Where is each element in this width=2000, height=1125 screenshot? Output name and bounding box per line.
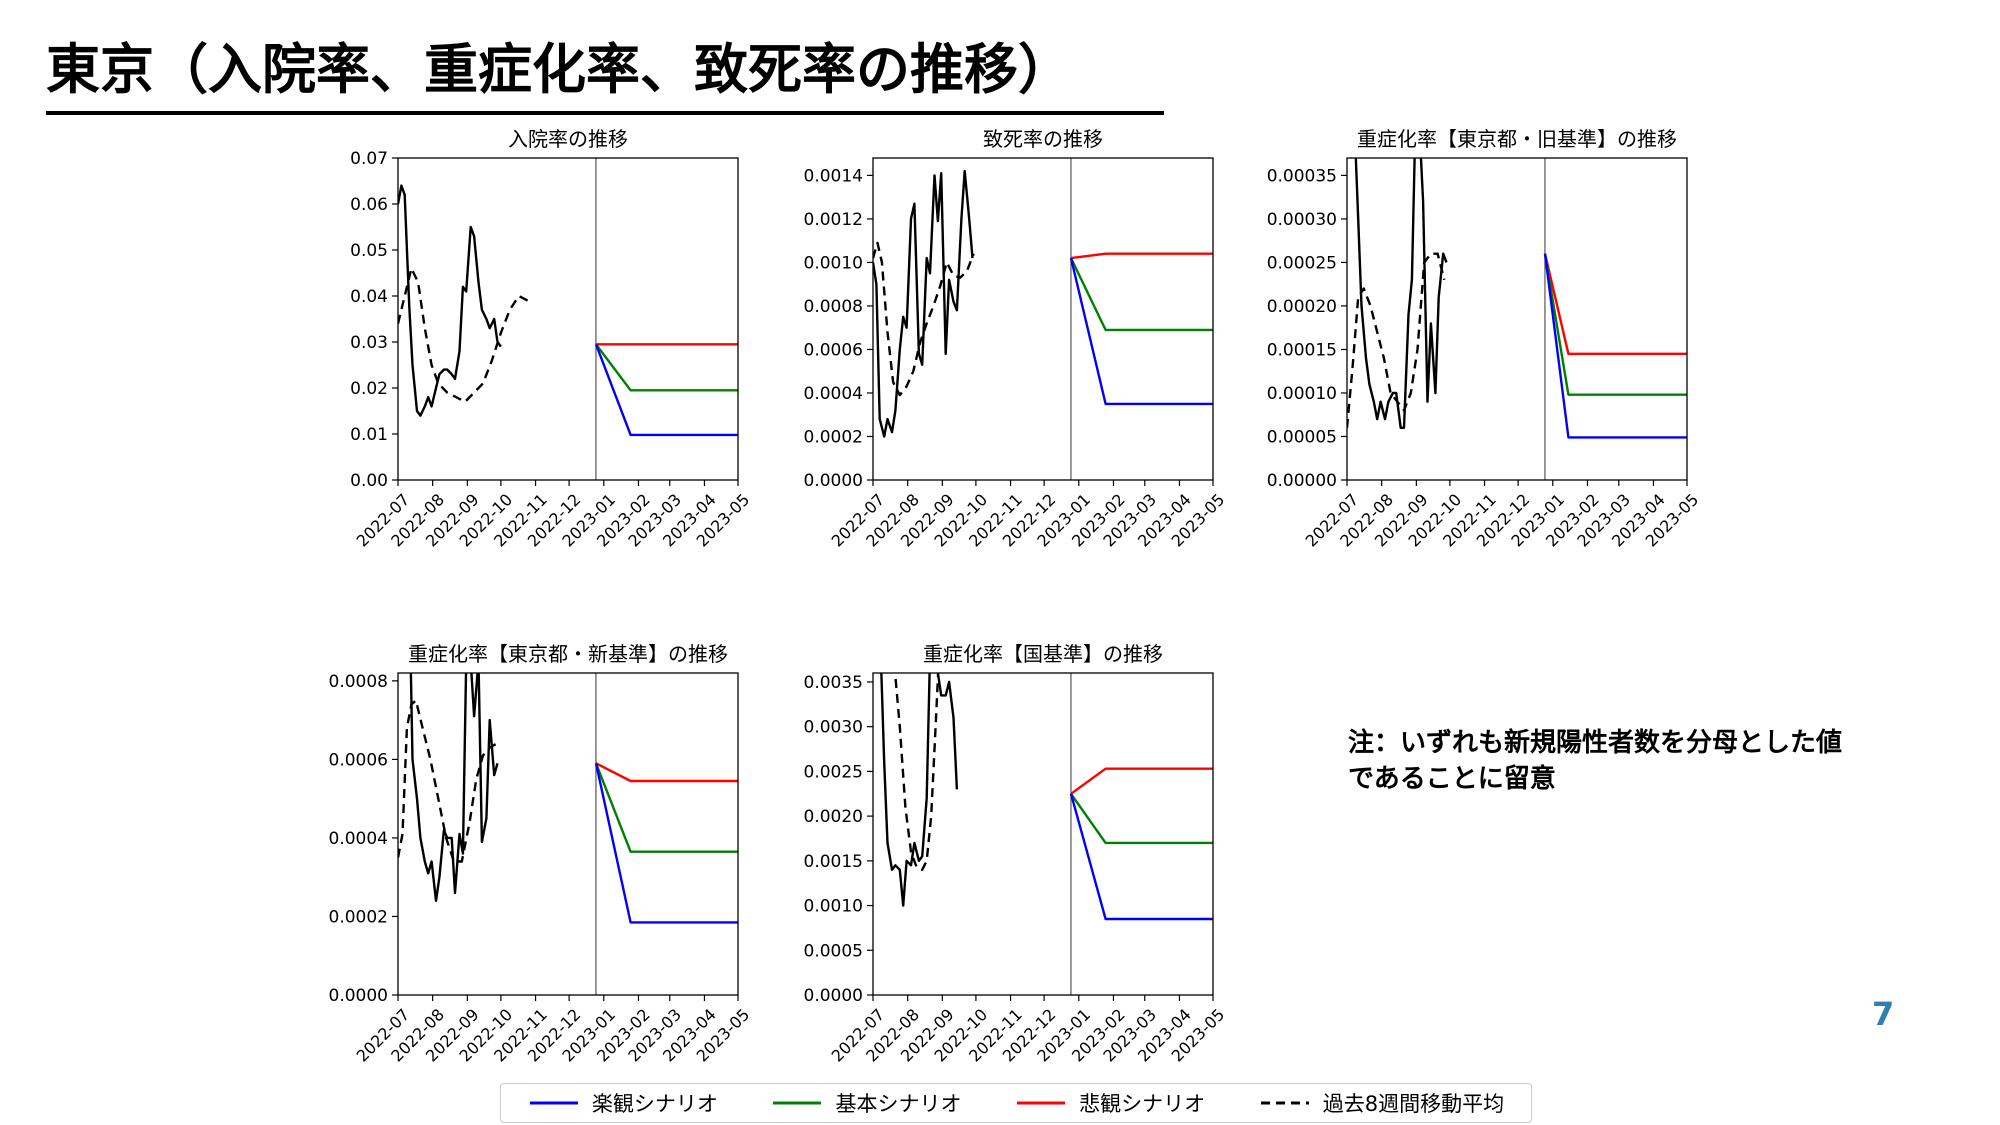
series-moving-avg bbox=[398, 267, 529, 403]
legend-item-moving-avg: 過去8週間移動平均 bbox=[1259, 1088, 1504, 1118]
legend-swatch-base bbox=[773, 1101, 822, 1105]
plot-frame bbox=[872, 157, 1214, 481]
y-tick-label: 0.06 bbox=[350, 195, 388, 215]
y-tick-label: 0.0002 bbox=[804, 427, 863, 447]
y-tick-label: 0.03 bbox=[350, 333, 388, 353]
y-tick-label: 0.0015 bbox=[804, 852, 863, 872]
chart-3: 重症化率【東京都・旧基準】の推移 0.00000 0.00005 0.00010 0.0… bbox=[1267, 127, 1703, 551]
y-tick-label: 0.02 bbox=[350, 379, 388, 399]
chart-1: 入院率の推移0.000.010.020.030.040.050.060.0720… bbox=[350, 127, 753, 551]
series-optimistic bbox=[594, 343, 738, 437]
plot-frame bbox=[872, 672, 1214, 996]
note-line-2: であることに留意 bbox=[1348, 764, 1556, 794]
y-tick-label: 0.07 bbox=[350, 149, 388, 169]
series-base bbox=[1543, 253, 1687, 396]
y-tick-label: 0.0006 bbox=[804, 340, 863, 360]
series-moving-avg bbox=[398, 699, 498, 863]
chart-title: 重症化率【国基準】の推移 bbox=[923, 642, 1163, 666]
y-tick-label: 0.0004 bbox=[329, 829, 388, 849]
y-tick-label: 0.0012 bbox=[804, 210, 863, 230]
y-tick-label: 0.0035 bbox=[804, 673, 863, 693]
y-tick-label: 0.00010 bbox=[1267, 384, 1337, 404]
series-actual bbox=[398, 184, 502, 417]
legend-swatch-optimistic bbox=[529, 1101, 578, 1105]
y-tick-label: 0.00005 bbox=[1267, 427, 1337, 447]
plot-frame bbox=[1346, 157, 1688, 481]
y-tick-label: 0.01 bbox=[350, 425, 388, 445]
series-optimistic bbox=[1069, 257, 1213, 406]
legend-label-moving-avg: 過去8週間移動平均 bbox=[1322, 1092, 1505, 1116]
legend-item-pessimistic: 悲観シナリオ bbox=[1015, 1088, 1205, 1118]
slide-title: 東京（入院率、重症化率、致死率の推移） bbox=[46, 38, 1072, 101]
y-tick-label: 0.0020 bbox=[804, 807, 863, 827]
plot-frame bbox=[397, 157, 739, 481]
y-tick-label: 0.00020 bbox=[1267, 297, 1337, 317]
chart-legend: 楽観シナリオ 基本シナリオ 悲観シナリオ 過去8週間移動平均 bbox=[500, 1083, 1532, 1123]
y-tick-label: 0.0000 bbox=[329, 986, 388, 1006]
y-tick-label: 0.0002 bbox=[329, 907, 388, 927]
y-tick-label: 0.0014 bbox=[804, 166, 863, 186]
title-underline bbox=[46, 111, 1164, 115]
plot-frame bbox=[397, 672, 739, 996]
legend-swatch-moving-avg bbox=[1260, 1101, 1309, 1105]
y-tick-label: 0.0025 bbox=[804, 762, 863, 782]
y-tick-label: 0.0006 bbox=[329, 750, 388, 770]
page-number: 7 bbox=[1872, 995, 1895, 1033]
chart-5: 重症化率【国基準】の推移 0.0000 0.0005 0.0010 0.0015 0.00… bbox=[804, 642, 1229, 1066]
series-optimistic bbox=[1069, 793, 1213, 921]
series-optimistic bbox=[1543, 253, 1687, 439]
series-actual bbox=[409, 673, 499, 902]
series-actual bbox=[873, 169, 974, 438]
y-tick-label: 0.0004 bbox=[804, 384, 863, 404]
legend-label-optimistic: 楽観シナリオ bbox=[591, 1092, 718, 1116]
y-tick-label: 0.0000 bbox=[804, 986, 863, 1006]
series-pessimistic bbox=[1070, 767, 1213, 795]
y-tick-label: 0.0010 bbox=[804, 253, 863, 273]
series-base bbox=[594, 762, 738, 853]
chart-title: 重症化率【東京都・旧基準】の推移 bbox=[1357, 127, 1677, 151]
series-pessimistic bbox=[1070, 252, 1213, 260]
y-tick-label: 0.04 bbox=[350, 287, 388, 307]
note-line-1: 注：いずれも新規陽性者数を分母とした値 bbox=[1348, 728, 1843, 758]
y-tick-label: 0.00 bbox=[350, 471, 388, 491]
y-tick-label: 0.0008 bbox=[804, 297, 863, 317]
series-moving-avg bbox=[1347, 252, 1446, 428]
y-tick-label: 0.0010 bbox=[804, 897, 863, 917]
y-tick-label: 0.00035 bbox=[1267, 166, 1337, 186]
y-tick-label: 0.00000 bbox=[1267, 471, 1337, 491]
y-tick-label: 0.00025 bbox=[1267, 253, 1337, 273]
chart-title: 入院率の推移 bbox=[508, 127, 628, 151]
legend-item-base: 基本シナリオ bbox=[771, 1088, 961, 1118]
legend-label-pessimistic: 悲観シナリオ bbox=[1079, 1092, 1206, 1116]
series-base bbox=[1070, 793, 1213, 845]
series-base bbox=[1069, 257, 1213, 332]
series-moving-avg bbox=[873, 241, 975, 397]
y-tick-label: 0.0008 bbox=[329, 672, 388, 692]
chart-title: 致死率の推移 bbox=[983, 127, 1103, 151]
y-tick-label: 0.0005 bbox=[804, 941, 863, 961]
y-tick-label: 0.0030 bbox=[804, 718, 863, 738]
legend-item-optimistic: 楽観シナリオ bbox=[528, 1088, 718, 1118]
series-pessimistic bbox=[1543, 253, 1687, 355]
y-tick-label: 0.05 bbox=[350, 241, 388, 261]
legend-label-base: 基本シナリオ bbox=[835, 1092, 962, 1116]
series-actual bbox=[1354, 158, 1448, 429]
chart-title: 重症化率【東京都・新基準】の推移 bbox=[408, 642, 728, 666]
y-tick-label: 0.0000 bbox=[804, 471, 863, 491]
y-tick-label: 0.00030 bbox=[1267, 210, 1337, 230]
chart-4: 重症化率【東京都・新基準】の推移 0.0000 0.0002 0.0004 0.0006… bbox=[329, 642, 754, 1066]
chart-2: 致死率の推移 0.0000 0.0002 0.0004 0.0006 0.0008 0.00… bbox=[804, 127, 1229, 551]
series-actual bbox=[880, 673, 959, 907]
note: 注：いずれも新規陽性者数を分母とした値 であることに留意 bbox=[1348, 725, 1842, 797]
y-tick-label: 0.00015 bbox=[1267, 340, 1337, 360]
legend-swatch-pessimistic bbox=[1017, 1101, 1066, 1105]
series-moving-avg bbox=[893, 673, 940, 871]
series-base bbox=[595, 343, 738, 392]
series-optimistic bbox=[594, 763, 738, 924]
series-pessimistic bbox=[595, 762, 738, 783]
